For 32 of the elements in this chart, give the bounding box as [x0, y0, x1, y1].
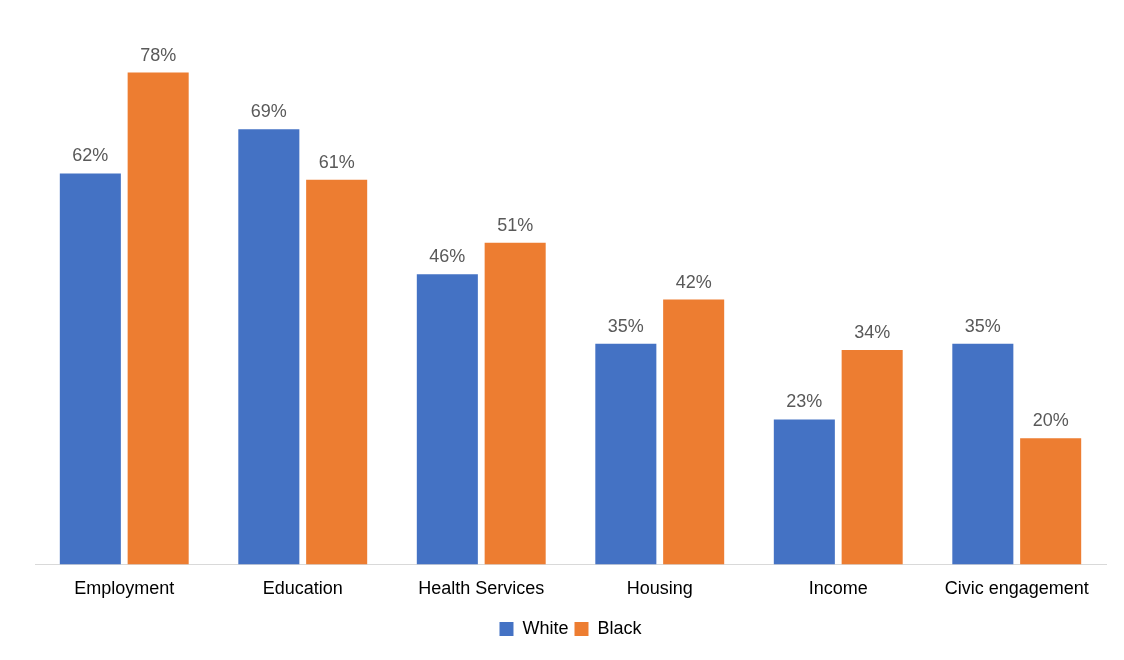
x-tick-label: Civic engagement — [944, 578, 1089, 599]
legend-label: White — [522, 617, 569, 638]
x-tick-label: Housing — [626, 578, 693, 599]
bar — [1020, 438, 1082, 565]
data-label: 69% — [250, 101, 287, 122]
data-label: 61% — [318, 151, 355, 172]
data-label: 23% — [786, 391, 823, 412]
data-label: 51% — [497, 214, 534, 235]
bar — [595, 343, 657, 565]
x-tick-label: Employment — [74, 578, 175, 599]
bar — [484, 242, 546, 565]
data-label: 62% — [72, 145, 109, 166]
x-tick-label: Income — [808, 578, 868, 599]
bar — [59, 173, 121, 565]
data-label: 46% — [429, 246, 466, 267]
bar — [663, 299, 725, 565]
data-label: 78% — [140, 44, 177, 65]
data-label: 20% — [1032, 410, 1069, 431]
data-label: 35% — [964, 315, 1001, 336]
data-label: 35% — [607, 315, 644, 336]
bar — [238, 129, 300, 565]
data-label: 42% — [675, 271, 712, 292]
x-tick-label: Health Services — [418, 578, 545, 599]
bar — [841, 350, 903, 565]
x-tick-label: Education — [262, 578, 343, 599]
bar — [952, 343, 1014, 565]
legend-label: Black — [597, 617, 643, 638]
bar — [773, 419, 835, 565]
bar — [127, 72, 189, 565]
bar — [306, 179, 368, 565]
bar — [416, 274, 478, 565]
data-label: 34% — [854, 322, 891, 342]
